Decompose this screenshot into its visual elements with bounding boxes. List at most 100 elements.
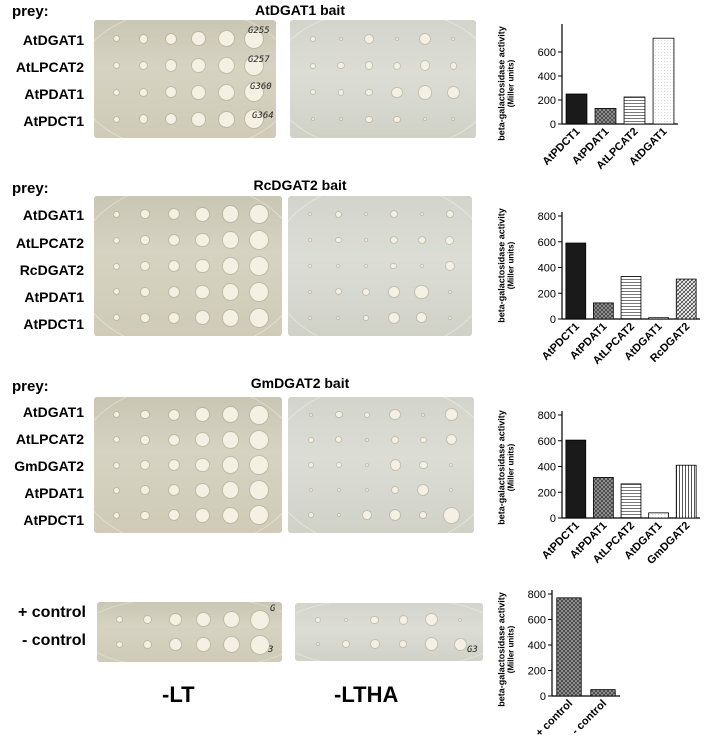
yeast-spot [364, 412, 369, 417]
bar [652, 37, 675, 125]
yeast-spot [192, 59, 206, 72]
y-tick-label: 600 [538, 436, 556, 448]
prey-label: prey: [12, 180, 49, 197]
y-tick-label: 200 [528, 666, 546, 678]
panel-title: AtDGAT1 bait [255, 2, 345, 18]
yeast-spot [166, 87, 177, 98]
bar [620, 276, 642, 320]
yeast-spot [335, 237, 341, 243]
yeast-spot [250, 257, 269, 275]
row-label: AtLPCAT2 [15, 59, 84, 75]
row-label: AtPDAT1 [24, 485, 84, 501]
yeast-spot [223, 232, 239, 248]
yeast-spot [338, 90, 343, 95]
row-label: AtPDCT1 [23, 316, 84, 332]
yeast-spot [244, 110, 263, 129]
yeast-spot [392, 87, 402, 98]
yeast-spot [218, 57, 235, 74]
row-label: AtPDAT1 [24, 289, 84, 305]
yeast-spot [422, 413, 425, 416]
x-tick-label: - control [570, 698, 610, 738]
yeast-spot [195, 285, 209, 299]
yeast-spot [421, 61, 430, 70]
yeast-spot [250, 405, 269, 424]
y-axis-label: beta-galactosidase activity (Miller unit… [497, 24, 516, 144]
yeast-spot [113, 63, 119, 69]
yeast-spot [363, 315, 369, 321]
yeast-spot [168, 459, 179, 471]
yeast-spot [396, 37, 399, 40]
label-ltha: -LTHA [334, 682, 399, 707]
yeast-spot [365, 213, 368, 216]
yeast-spot [365, 438, 368, 441]
yeast-spot [370, 640, 379, 649]
yeast-spot [365, 265, 368, 267]
yeast-spot [114, 487, 120, 493]
y-axis-label: beta-galactosidase activity (Miller unit… [497, 590, 516, 710]
plate-mark: G360 [250, 82, 272, 92]
yeast-spot [141, 511, 150, 520]
yeast-spot [143, 640, 152, 649]
yeast-spot [448, 290, 451, 293]
yeast-spot [223, 258, 239, 274]
yeast-spot [141, 436, 150, 444]
y-tick-label: 800 [538, 211, 556, 223]
yeast-spot [195, 458, 209, 472]
yeast-spot [250, 481, 269, 500]
yeast-spot [308, 437, 313, 442]
y-tick-label: 800 [528, 589, 546, 601]
y-tick-label: 0 [550, 314, 556, 326]
yeast-spot [195, 233, 209, 247]
yeast-spot [392, 436, 398, 443]
row-label: AtPDCT1 [23, 113, 84, 129]
yeast-spot [143, 615, 152, 624]
yeast-spot [345, 618, 348, 621]
yeast-spot [223, 482, 239, 498]
yeast-spot [168, 409, 179, 420]
y-axis-label-line1: beta-galactosidase activity [496, 208, 507, 323]
yeast-spot [452, 37, 455, 40]
bar [565, 93, 588, 125]
plate-lt [94, 397, 282, 533]
yeast-spot [365, 464, 368, 466]
yeast-spot [339, 118, 342, 121]
yeast-spot [426, 614, 438, 626]
bar [675, 278, 697, 320]
yeast-spot [168, 485, 179, 496]
yeast-spot [339, 37, 342, 40]
yeast-spot [195, 508, 209, 522]
row-label: AtPDAT1 [24, 86, 84, 102]
yeast-spot [424, 118, 427, 121]
prey-label: prey: [12, 3, 49, 20]
yeast-spot [113, 36, 119, 42]
yeast-spot [337, 62, 344, 69]
yeast-spot [195, 433, 209, 447]
yeast-spot [192, 32, 206, 46]
y-tick-label: 800 [538, 410, 556, 422]
bar [565, 439, 587, 519]
yeast-spot [452, 118, 455, 121]
yeast-spot [310, 63, 315, 68]
yeast-spot [250, 231, 269, 250]
panel-title: GmDGAT2 bait [250, 375, 350, 391]
y-tick-label: 600 [528, 615, 546, 627]
yeast-spot [394, 116, 400, 122]
yeast-spot [420, 33, 431, 44]
yeast-spot [390, 236, 398, 244]
yeast-spot [168, 234, 179, 246]
yeast-spot [116, 642, 122, 647]
yeast-spot [309, 290, 312, 293]
yeast-spot [308, 463, 313, 467]
yeast-spot [420, 512, 427, 519]
plate-rim [290, 20, 476, 138]
yeast-spot [114, 512, 120, 518]
row-label: + control [17, 604, 86, 621]
yeast-spot [244, 29, 263, 48]
yeast-spot [250, 456, 269, 474]
row-label: AtDGAT1 [22, 32, 84, 48]
yeast-spot [316, 643, 319, 646]
yeast-spot [366, 116, 372, 122]
yeast-spot [139, 88, 148, 97]
yeast-spot [168, 434, 179, 445]
